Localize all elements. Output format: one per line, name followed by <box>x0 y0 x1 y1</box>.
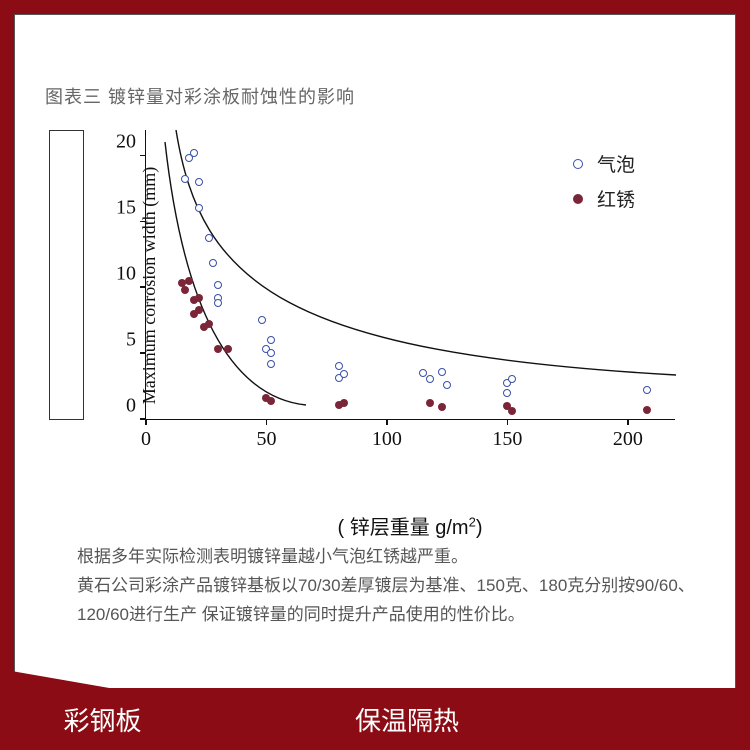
marker-bubble <box>419 369 427 377</box>
marker-bubble <box>190 149 198 157</box>
circle-open-icon <box>573 159 583 169</box>
marker-rust <box>214 345 222 353</box>
x-tick <box>627 419 629 425</box>
marker-bubble <box>335 362 343 370</box>
marker-rust <box>205 320 213 328</box>
plot-area: 气泡 红锈 05101520050100150200 <box>145 130 675 420</box>
marker-rust <box>185 277 193 285</box>
y-tick-label: 15 <box>106 197 136 220</box>
y-tick <box>140 155 146 157</box>
marker-rust <box>508 407 516 415</box>
document-panel: 图表三 镀锌量对彩涂板耐蚀性的影响 Maximum corrosion widt… <box>14 14 736 709</box>
chart: Maximum corrosion width (mm) 气泡 红锈 05101… <box>105 130 685 470</box>
marker-bubble <box>205 234 213 242</box>
y-tick-label: 20 <box>106 131 136 154</box>
x-tick-label: 50 <box>256 428 276 451</box>
y-tick-label: 10 <box>106 263 136 286</box>
footer-right-tab: 保温隔热 <box>205 688 750 750</box>
marker-bubble <box>267 360 275 368</box>
marker-rust <box>195 294 203 302</box>
marker-rust <box>438 403 446 411</box>
legend-item-rust: 红锈 <box>573 185 635 212</box>
footer-left-tab: 彩钢板 <box>0 688 205 750</box>
x-tick <box>145 419 147 425</box>
marker-rust <box>426 399 434 407</box>
marker-bubble <box>426 375 434 383</box>
x-tick <box>386 419 388 425</box>
legend-label: 红锈 <box>597 185 635 212</box>
body-line-1: 根据多年实际检测表明镀锌量越小气泡红锈越严重。 <box>77 543 695 572</box>
marker-bubble <box>258 316 266 324</box>
y-tick-label: 5 <box>106 329 136 352</box>
marker-bubble <box>643 386 651 394</box>
marker-rust <box>181 286 189 294</box>
marker-bubble <box>508 375 516 383</box>
marker-bubble <box>195 204 203 212</box>
marker-bubble <box>195 178 203 186</box>
x-tick-label: 200 <box>613 428 643 451</box>
x-axis-label: ( 锌层重量 g/m2) <box>145 511 675 540</box>
xlabel-prefix: ( 锌层重量 g/m <box>337 517 468 539</box>
footer: 彩钢板 保温隔热 <box>0 688 750 750</box>
marker-bubble <box>443 381 451 389</box>
y-tick-label: 0 <box>106 395 136 418</box>
marker-bubble <box>267 349 275 357</box>
body-text: 根据多年实际检测表明镀锌量越小气泡红锈越严重。 黄石公司彩涂产品镀锌基板以70/… <box>77 543 695 630</box>
marker-bubble <box>209 259 217 267</box>
marker-bubble <box>503 389 511 397</box>
y-tick <box>140 352 146 354</box>
chart-title: 图表三 镀锌量对彩涂板耐蚀性的影响 <box>45 83 355 109</box>
x-tick-label: 0 <box>141 428 151 451</box>
marker-bubble <box>214 299 222 307</box>
x-tick-label: 150 <box>492 428 522 451</box>
marker-rust <box>643 406 651 414</box>
y-tick <box>140 286 146 288</box>
marker-bubble <box>181 175 189 183</box>
marker-bubble <box>267 336 275 344</box>
body-line-2: 黄石公司彩涂产品镀锌基板以70/30差厚镀层为基准、150克、180克分别按90… <box>77 572 695 630</box>
legend-label: 气泡 <box>597 150 635 177</box>
xlabel-suffix: ) <box>476 517 483 539</box>
x-tick <box>266 419 268 425</box>
x-tick-label: 100 <box>372 428 402 451</box>
marker-rust <box>195 306 203 314</box>
ylabel-frame <box>49 130 84 420</box>
y-tick <box>140 221 146 223</box>
marker-rust <box>340 399 348 407</box>
marker-rust <box>224 345 232 353</box>
legend: 气泡 红锈 <box>573 150 635 220</box>
marker-bubble <box>340 370 348 378</box>
marker-bubble <box>214 281 222 289</box>
circle-filled-icon <box>573 194 583 204</box>
x-tick <box>507 419 509 425</box>
marker-rust <box>267 397 275 405</box>
legend-item-bubble: 气泡 <box>573 150 635 177</box>
marker-bubble <box>438 368 446 376</box>
xlabel-sup: 2 <box>469 514 476 529</box>
